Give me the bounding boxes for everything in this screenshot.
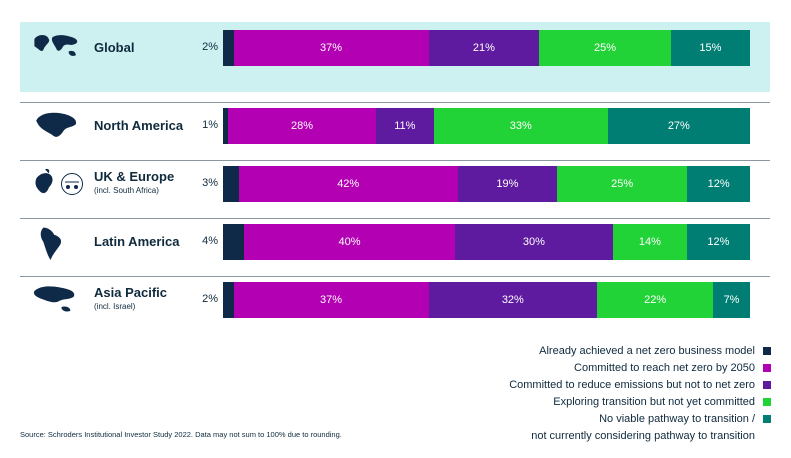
- region-note: (incl. South Africa): [94, 186, 159, 195]
- bar-segment: 12%: [687, 166, 750, 202]
- legend-swatch: [763, 364, 771, 372]
- region-map-icon: [26, 166, 86, 202]
- bar-segment: 15%: [670, 30, 750, 66]
- legend-swatch: [763, 347, 771, 355]
- row-divider: [20, 276, 770, 277]
- region-name: Global: [94, 40, 135, 55]
- chart-row: Asia Pacific (incl. Israel) 2% 37% 32% 22% 7%: [20, 274, 770, 326]
- data-label: 1%: [202, 119, 218, 131]
- legend-swatch: [763, 415, 771, 423]
- stacked-bar: 40% 30% 14% 12%: [223, 224, 750, 260]
- data-label: 37%: [320, 42, 343, 54]
- data-label: 3%: [202, 177, 218, 189]
- stacked-bar: 37% 32% 22% 7%: [223, 282, 750, 318]
- data-label: 42%: [337, 178, 360, 190]
- legend-label: Committed to reduce emissions but not to…: [509, 379, 755, 391]
- stacked-bar: 42% 19% 25% 12%: [223, 166, 750, 202]
- region-map-icon: [26, 282, 86, 318]
- bar-segment: 40%: [244, 224, 455, 260]
- bar-segment: 32%: [428, 282, 598, 318]
- bar-segment: 37%: [233, 282, 429, 318]
- data-label: 27%: [667, 120, 690, 132]
- bar-segment: 14%: [612, 224, 687, 260]
- europe-circle-icon: [60, 172, 84, 201]
- data-label: 33%: [509, 120, 532, 132]
- legend-label: not currently considering pathway to tra…: [531, 430, 755, 442]
- region-note: (incl. Israel): [94, 302, 136, 311]
- data-label: 30%: [522, 236, 545, 248]
- row-divider: [20, 160, 770, 161]
- region-map-icon: [26, 30, 86, 66]
- data-label: 7%: [723, 294, 740, 306]
- bar-segment: 19%: [457, 166, 557, 202]
- bar-segment: 7%: [713, 282, 750, 318]
- legend: Already achieved a net zero business mod…: [431, 344, 771, 446]
- legend-item: No viable pathway to transition /: [431, 412, 771, 426]
- region-map-icon: [26, 108, 86, 144]
- legend-item: Already achieved a net zero business mod…: [431, 344, 771, 358]
- data-label: 2%: [202, 293, 218, 305]
- bar-segment: 21%: [428, 30, 540, 66]
- bar-segment: [223, 166, 239, 202]
- data-label: 15%: [699, 42, 722, 54]
- legend-swatch: [763, 381, 771, 389]
- data-label: 11%: [394, 120, 416, 132]
- data-label: 37%: [320, 294, 343, 306]
- bar-segment: 27%: [607, 108, 750, 144]
- source-note: Source: Schroders Institutional Investor…: [20, 430, 342, 439]
- stacked-bar: 37% 21% 25% 15%: [223, 30, 750, 66]
- data-label: 2%: [202, 41, 218, 53]
- row-divider: [20, 102, 770, 103]
- legend-item: Committed to reduce emissions but not to…: [431, 378, 771, 392]
- data-label: 25%: [611, 178, 634, 190]
- bar-segment: 42%: [238, 166, 458, 202]
- bar-segment: 22%: [597, 282, 714, 318]
- data-label: 21%: [472, 42, 495, 54]
- chart-row: Global 2% 37% 21% 25% 15%: [20, 22, 770, 74]
- bar-segment: 37%: [233, 30, 429, 66]
- data-label: 22%: [644, 294, 667, 306]
- legend-label: Already achieved a net zero business mod…: [539, 345, 755, 357]
- region-name: UK & Europe: [94, 169, 175, 184]
- region-name: Latin America: [94, 234, 180, 249]
- data-label: 32%: [501, 294, 524, 306]
- legend-label: No viable pathway to transition /: [599, 413, 755, 425]
- data-label: 12%: [707, 236, 730, 248]
- stacked-bar: 28% 11% 33% 27%: [223, 108, 750, 144]
- bar-segment: 25%: [556, 166, 688, 202]
- data-label: 25%: [594, 42, 617, 54]
- bar-segment: [223, 224, 245, 260]
- data-label: 14%: [638, 236, 661, 248]
- data-label: 40%: [338, 236, 361, 248]
- legend-label: Exploring transition but not yet committ…: [553, 396, 755, 408]
- bar-segment: 30%: [454, 224, 613, 260]
- region-name: North America: [94, 118, 184, 133]
- legend-item: Exploring transition but not yet committ…: [431, 395, 771, 409]
- data-label: 4%: [202, 235, 218, 247]
- data-label: 28%: [291, 120, 314, 132]
- bar-segment: 33%: [433, 108, 608, 144]
- legend-item: Committed to reach net zero by 2050: [431, 361, 771, 375]
- data-label: 19%: [496, 178, 519, 190]
- legend-item: not currently considering pathway to tra…: [431, 429, 771, 443]
- bar-segment: [223, 282, 234, 318]
- bar-segment: 25%: [539, 30, 671, 66]
- bar-segment: [223, 30, 234, 66]
- chart-row: North America 1% 28% 11% 33% 27%: [20, 100, 770, 152]
- row-divider: [20, 218, 770, 219]
- bar-segment: 28%: [228, 108, 376, 144]
- region-name: Asia Pacific: [94, 285, 167, 300]
- chart-row: Latin America 4% 40% 30% 14% 12%: [20, 216, 770, 268]
- data-label: 12%: [707, 178, 730, 190]
- region-map-icon: [26, 224, 86, 260]
- legend-label: Committed to reach net zero by 2050: [574, 362, 755, 374]
- legend-swatch: [763, 398, 771, 406]
- bar-segment: 12%: [686, 224, 750, 260]
- bar-segment: 11%: [375, 108, 434, 144]
- chart-row: UK & Europe (incl. South Africa) 3% 42% 19% 2…: [20, 158, 770, 210]
- bar-segment: [223, 108, 229, 144]
